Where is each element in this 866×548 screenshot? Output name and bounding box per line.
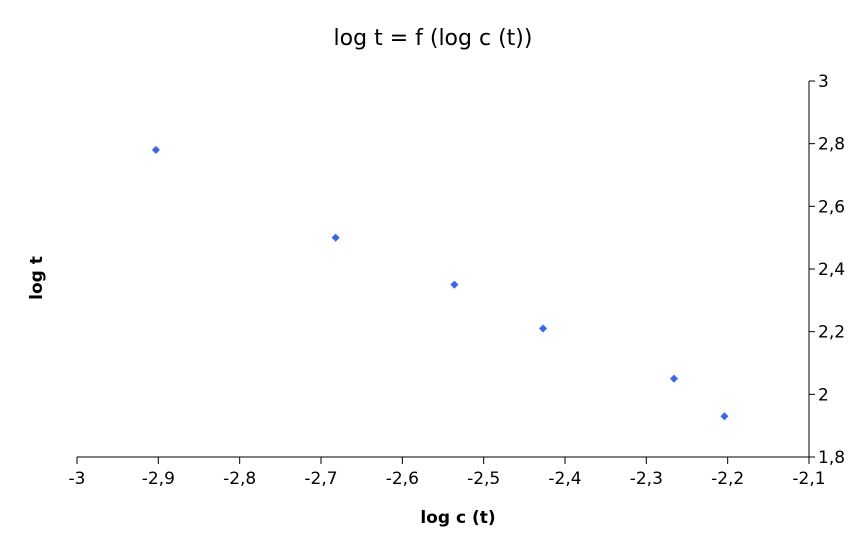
x-tick-label: -2,4 — [548, 469, 581, 489]
y-tick-label: 2,8 — [818, 135, 845, 155]
data-point — [669, 374, 679, 383]
y-tick-label: 2,4 — [818, 260, 845, 280]
data-point — [539, 324, 548, 333]
x-tick-label: -2,9 — [142, 469, 175, 489]
y-ticks: 1,8 2 2,2 2,4 2,6 2,8 3 — [809, 72, 845, 468]
y-tick-label: 3 — [818, 72, 829, 92]
x-tick-label: -2,3 — [630, 469, 663, 489]
data-points — [151, 145, 729, 421]
x-tick-label: -2,1 — [792, 469, 825, 489]
data-point — [151, 145, 160, 154]
axes — [77, 81, 810, 458]
y-axis-title: log t — [27, 256, 47, 300]
x-tick-label: -2,7 — [304, 469, 337, 489]
x-tick-label: -2,5 — [467, 469, 500, 489]
x-tick-label: -3 — [69, 469, 86, 489]
chart-title: log t = f (log c (t)) — [334, 26, 533, 51]
y-tick-label: 1,8 — [818, 448, 845, 468]
y-tick-label: 2,6 — [818, 197, 845, 217]
y-tick-label: 2 — [818, 385, 829, 405]
x-axis-title: log c (t) — [420, 508, 495, 528]
x-tick-label: -2,6 — [386, 469, 419, 489]
y-tick-label: 2,2 — [818, 323, 845, 343]
data-point — [331, 233, 340, 242]
x-tick-label: -2,8 — [223, 469, 256, 489]
x-ticks: -3 -2,9 -2,8 -2,7 -2,6 -2,5 -2,4 -2,3 -2,2 -2,1 — [69, 457, 826, 489]
data-point — [450, 280, 459, 289]
data-point — [720, 412, 729, 421]
x-tick-label: -2,2 — [711, 469, 744, 489]
